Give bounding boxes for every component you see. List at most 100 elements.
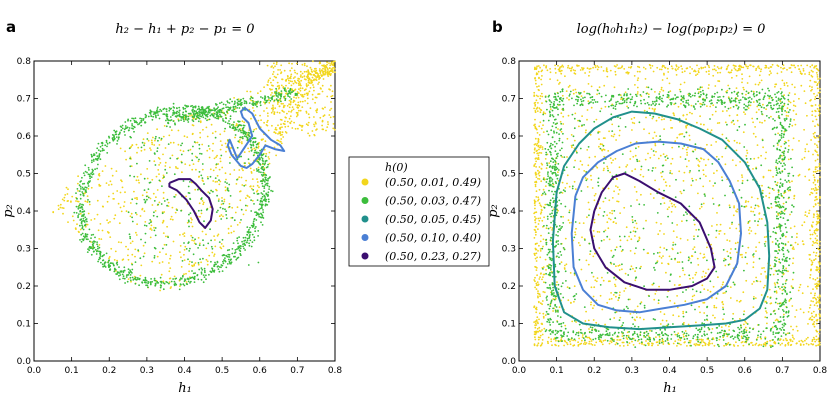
scatter-point <box>326 126 329 128</box>
scatter-point <box>264 140 267 143</box>
scatter-point <box>662 153 665 156</box>
scatter-point <box>780 71 783 73</box>
scatter-point <box>168 134 171 137</box>
scatter-point <box>97 142 100 145</box>
scatter-point <box>92 233 95 236</box>
scatter-point <box>225 150 227 153</box>
scatter-point <box>111 138 114 141</box>
y-tick-label: 0.8 <box>17 57 32 67</box>
scatter-point <box>225 217 228 220</box>
scatter-point <box>173 196 176 198</box>
scatter-point <box>174 115 177 118</box>
scatter-point <box>301 76 304 79</box>
scatter-point <box>256 184 259 187</box>
scatter-point <box>596 277 599 279</box>
scatter-point <box>295 111 298 114</box>
scatter-point <box>639 316 641 319</box>
scatter-point <box>624 287 627 290</box>
scatter-point <box>604 323 606 326</box>
scatter-point <box>228 253 231 256</box>
scatter-point <box>747 246 750 249</box>
scatter-point <box>301 106 304 108</box>
scatter-point <box>107 222 110 224</box>
scatter-point <box>639 174 642 176</box>
scatter-point <box>248 231 251 234</box>
scatter-point <box>810 139 812 141</box>
scatter-point <box>698 88 701 91</box>
scatter-point <box>163 282 166 285</box>
scatter-point <box>97 163 99 166</box>
scatter-point <box>79 203 81 205</box>
scatter-point <box>261 224 264 226</box>
scatter-point <box>216 174 219 177</box>
scatter-point <box>189 247 191 250</box>
scatter-point <box>260 156 263 159</box>
scatter-point <box>609 218 612 221</box>
scatter-point <box>534 231 537 234</box>
scatter-point <box>544 203 547 206</box>
scatter-point <box>533 202 536 205</box>
scatter-point <box>290 120 293 123</box>
scatter-point <box>160 273 163 276</box>
scatter-point <box>241 120 244 123</box>
scatter-point <box>536 152 539 155</box>
scatter-point <box>131 240 134 243</box>
scatter-point <box>282 102 284 105</box>
scatter-point <box>90 219 93 221</box>
scatter-point <box>217 265 220 268</box>
scatter-point <box>238 169 241 171</box>
scatter-point <box>818 204 821 207</box>
scatter-point <box>161 185 163 188</box>
scatter-point <box>722 281 725 284</box>
scatter-point <box>87 166 90 169</box>
scatter-point <box>169 116 172 118</box>
scatter-point <box>109 180 112 183</box>
scatter-point <box>134 255 136 258</box>
x-tick-label: 0.6 <box>253 366 268 376</box>
scatter-point <box>303 78 306 80</box>
scatter-point <box>787 270 789 273</box>
scatter-point <box>760 344 763 346</box>
scatter-point <box>303 93 306 96</box>
scatter-point <box>216 194 219 197</box>
scatter-point <box>793 86 796 89</box>
scatter-point <box>222 260 224 263</box>
scatter-point <box>283 89 286 92</box>
scatter-point <box>297 96 300 99</box>
scatter-point <box>685 125 687 128</box>
scatter-point <box>172 120 175 122</box>
scatter-point <box>192 120 195 123</box>
scatter-point <box>690 255 693 258</box>
scatter-point <box>735 164 737 167</box>
scatter-point <box>203 269 206 272</box>
scatter-point <box>636 93 639 95</box>
scatter-point <box>602 169 605 172</box>
scatter-point <box>266 182 269 185</box>
scatter-point <box>224 142 227 145</box>
scatter-point <box>585 279 588 282</box>
scatter-point <box>249 226 251 229</box>
scatter-point <box>197 209 200 212</box>
scatter-point <box>814 98 816 101</box>
scatter-point <box>230 261 233 264</box>
scatter-point <box>135 202 138 205</box>
scatter-point <box>758 74 761 77</box>
scatter-point <box>144 241 147 244</box>
scatter-point <box>129 135 132 138</box>
scatter-point <box>772 273 775 276</box>
scatter-point <box>178 109 181 112</box>
scatter-point <box>288 99 291 102</box>
scatter-point <box>591 187 594 189</box>
scatter-point <box>97 260 99 263</box>
scatter-point <box>534 326 537 329</box>
scatter-point <box>745 65 748 68</box>
scatter-point <box>753 157 756 160</box>
scatter-point <box>214 130 217 133</box>
scatter-point <box>600 107 603 110</box>
scatter-point <box>731 76 733 79</box>
scatter-point <box>263 86 265 89</box>
scatter-point <box>739 317 741 320</box>
scatter-point <box>537 156 540 159</box>
scatter-point <box>135 213 138 216</box>
scatter-point <box>730 121 733 124</box>
